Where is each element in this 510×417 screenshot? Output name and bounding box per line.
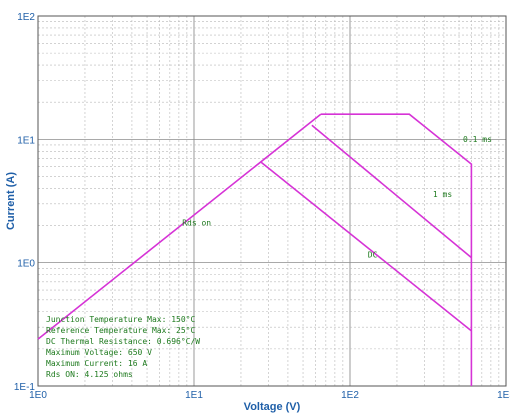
info-box: Junction Temperature Max: 150°C Reference… [46,315,200,379]
series-line-dc [260,161,472,332]
grid [37,15,507,387]
info-line: Maximum Voltage: 650 V [46,348,152,357]
info-line: Rds ON: 4.125 ohms [46,370,133,379]
x-tick-label: 1E0 [29,390,47,401]
y-tick-label: 1E1 [17,135,35,146]
x-tick-label: 1E2 [341,390,359,401]
x-tick-label: 1E3 [497,390,510,401]
y-axis-title: Current (A) [5,172,17,230]
x-tick-label: 1E1 [185,390,203,401]
info-line: Maximum Current: 16 A [46,359,147,368]
curve-label: DC [368,251,378,260]
plot-frame [37,15,507,387]
series-line-1-ms [311,124,472,259]
curve-labels: Rds on 0.1 ms 1 ms DC [182,135,492,259]
y-tick-label: 1E0 [17,259,35,270]
curves [37,113,473,386]
info-line: Junction Temperature Max: 150°C [46,315,195,324]
curve-label: 1 ms [433,190,452,199]
curve-label: Rds on [182,219,211,228]
x-axis-title: Voltage (V) [244,401,301,413]
curve-label: 0.1 ms [463,135,492,144]
info-line: Reference Temperature Max: 25°C [46,326,195,335]
info-line: DC Thermal Resistance: 0.696°C/W [46,337,200,346]
y-tick-label: 1E-1 [14,382,36,393]
y-tick-label: 1E2 [17,12,35,23]
series-line-rds-on [37,113,322,340]
series-line-0-1-ms [320,113,473,386]
